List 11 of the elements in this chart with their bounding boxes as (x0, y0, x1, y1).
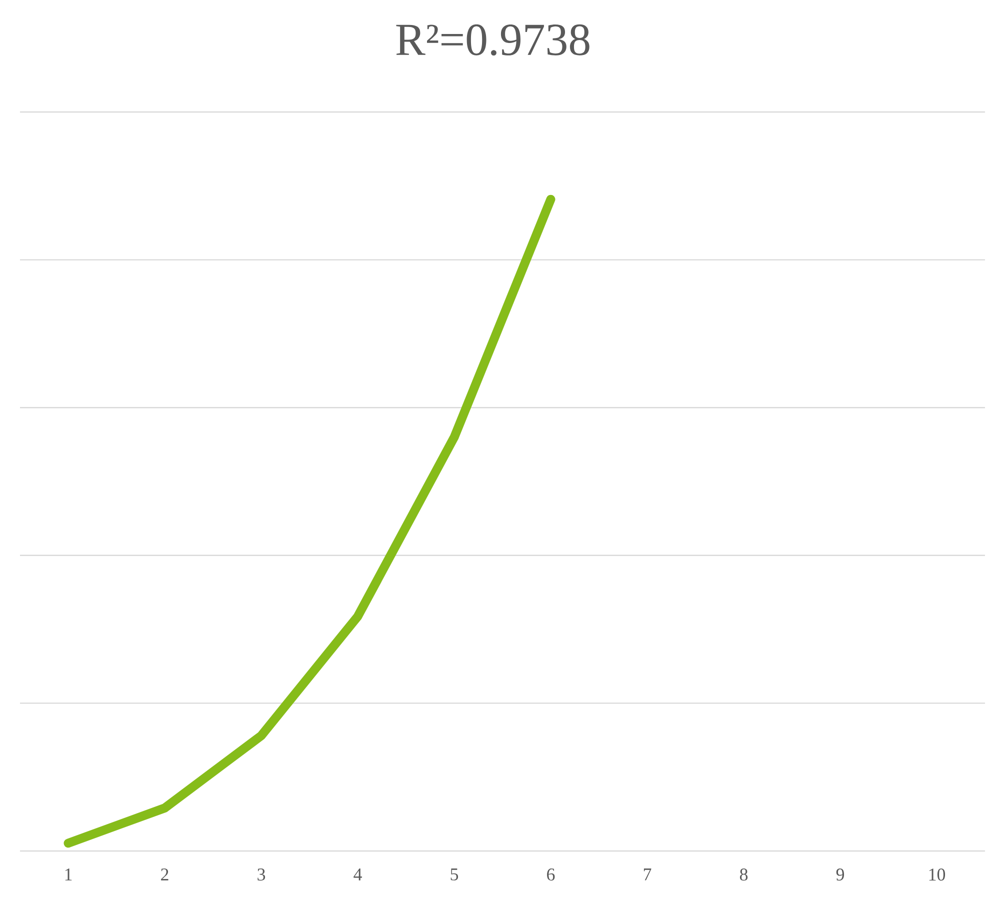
x-tick-label: 6 (547, 868, 555, 881)
x-tick-label: 4 (354, 868, 362, 880)
x-tick-label: 1 (65, 868, 72, 880)
x-tick-label: 2 (161, 868, 168, 880)
x-tick-label: 9 (836, 868, 844, 881)
x-tick-label: 10 (929, 868, 946, 881)
x-tick-label: 3 (258, 868, 266, 881)
x-tick-label: 7 (644, 868, 652, 880)
x-tick-label: 5 (450, 868, 458, 880)
x-tick-label: 8 (740, 868, 748, 881)
chart-title: R²=0.9738 (396, 24, 590, 56)
